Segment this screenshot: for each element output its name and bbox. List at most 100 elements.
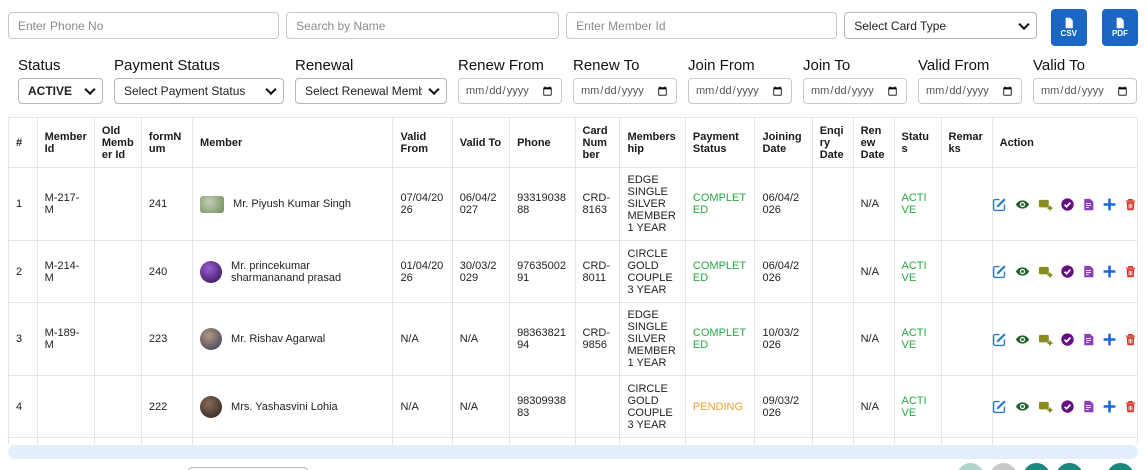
add-card-icon[interactable] [1038,264,1053,279]
pagination-next-button[interactable]: › [1107,463,1134,470]
cell-membership: EDGE SINGLE SILVER MEMBER 1 YEAR [619,167,686,241]
renew-from-date-input[interactable] [458,78,562,104]
cell-renew-date: N/A [852,302,895,376]
add-card-icon[interactable] [1038,197,1053,212]
cell-valid-to: N/A [451,302,511,376]
cell-valid-from: N/A [392,375,453,438]
col-header-old-member-id: Old Member Id [93,117,142,168]
cell-enqiry-date [811,302,854,376]
delete-icon[interactable] [1124,332,1137,347]
pagination-page-2[interactable]: 2 [1022,463,1050,470]
edit-icon[interactable] [992,264,1007,279]
add-icon[interactable] [1102,332,1117,347]
cell-phone: 9331903888 [509,167,576,241]
limit-select[interactable]: 10 [187,467,308,470]
export-pdf-button[interactable]: PDF [1101,9,1139,46]
cell-row-number: 2 [8,240,38,303]
cell-actions [991,240,1138,303]
pagination-page-3[interactable]: 3 [1055,463,1083,470]
cell-valid-from: 01/04/2026 [392,240,453,303]
renewal-select[interactable]: Select Renewal Members [295,78,447,104]
cell-row-number: 3 [8,302,38,376]
phone-search-input[interactable] [8,12,280,39]
cell-enqiry-date [811,375,854,438]
edit-icon[interactable] [992,332,1007,347]
cell-old-member-id [93,302,142,376]
col-header-enqiry-date: Enqiry Date [811,117,854,168]
delete-icon[interactable] [1124,264,1137,279]
cell-row-number [8,437,38,444]
add-icon[interactable] [1102,399,1117,414]
approve-icon[interactable] [1060,399,1075,414]
delete-icon[interactable] [1124,399,1137,414]
renew-from-label: Renew From [458,57,544,74]
join-to-date-input[interactable] [803,78,907,104]
invoice-icon[interactable] [1082,264,1095,279]
table-row: 4 222 Mrs. Yashasvini Lohia N/A N/A 98309938… [8,375,1138,438]
view-icon[interactable] [1014,197,1031,212]
col-header--: # [8,117,38,168]
view-icon[interactable] [1014,332,1031,347]
cell-renew-date: N/A [852,240,895,303]
view-icon[interactable] [1014,264,1031,279]
filter-renew-from: Renew From [458,57,562,104]
member-name: Mr. princekumar sharmananand prasad [231,259,342,284]
renew-to-date-input[interactable] [573,78,677,104]
payment-status-select[interactable]: Select Payment Status [114,78,284,104]
col-header-joining-date: Joining Date [754,117,813,168]
table-header-row: # MemberId Old Member Id formNum Member Valid… [8,117,1138,168]
status-label: Status [18,57,61,74]
view-icon[interactable] [1014,399,1031,414]
valid-to-date-input[interactable] [1033,78,1137,104]
edit-icon[interactable] [992,399,1007,414]
add-card-icon[interactable] [1038,332,1053,347]
cell-joining-date: 06/04/2026 [754,240,813,303]
add-icon[interactable] [1102,264,1117,279]
payment-status-label: Payment Status [114,57,220,74]
valid-from-label: Valid From [918,57,990,74]
delete-icon[interactable] [1124,197,1137,212]
member-id-search-input[interactable] [566,12,838,39]
approve-icon[interactable] [1060,197,1075,212]
invoice-icon[interactable] [1082,332,1095,347]
name-search-input[interactable] [286,12,560,39]
cell-old-member-id [93,167,142,241]
col-header-action: Action [991,117,1138,168]
cell-membership: EDGE SINGLE SILVER MEMBER 1 YEAR [619,302,686,376]
top-filter-bar: Select Card Type CSV PDF [8,9,1139,46]
card-type-select[interactable]: Select Card Type [844,12,1037,39]
status-select[interactable]: ACTIVE [18,78,103,104]
col-header-valid-to: Valid To [451,117,511,168]
pagination-page-1[interactable]: 1 [989,463,1017,470]
cell-member: Mr. Piyush Kumar Singh [192,167,394,241]
approve-icon[interactable] [1060,332,1075,347]
member-avatar [200,260,223,283]
col-header-membership: Membership [619,117,686,168]
cell-valid-from: N/A [392,302,453,376]
add-icon[interactable] [1102,197,1117,212]
valid-from-date-input[interactable] [918,78,1022,104]
col-header-card-number: Card Number [574,117,621,168]
member-avatar [200,328,223,350]
cell-actions [991,167,1138,241]
approve-icon[interactable] [1060,264,1075,279]
cell-form-num: 222 [140,375,194,438]
cell-old-member-id [93,375,142,438]
horizontal-scrollbar[interactable] [8,445,1138,459]
add-card-icon[interactable] [1038,399,1053,414]
invoice-icon[interactable] [1082,197,1095,212]
pagination-prev-button[interactable]: ‹ [956,463,984,470]
table-body: 1 M-217-M 241 Mr. Piyush Kumar Singh 07/04/… [8,167,1138,444]
cell-valid-from [392,437,453,444]
edit-icon[interactable] [992,197,1007,212]
cell-renew-date [852,437,895,444]
table-row: 3 M-189-M 223 Mr. Rishav Agarwal N/A N/A 9836… [8,302,1138,376]
invoice-icon[interactable] [1082,399,1095,414]
join-from-date-input[interactable] [688,78,792,104]
cell-joining-date [754,437,813,444]
cell-status [893,437,942,444]
secondary-filter-bar: Status ACTIVE Payment Status Select Paym… [18,57,1138,104]
cell-actions [991,375,1138,438]
col-header-remarks: Remarks [940,117,993,168]
export-csv-button[interactable]: CSV [1050,9,1087,46]
